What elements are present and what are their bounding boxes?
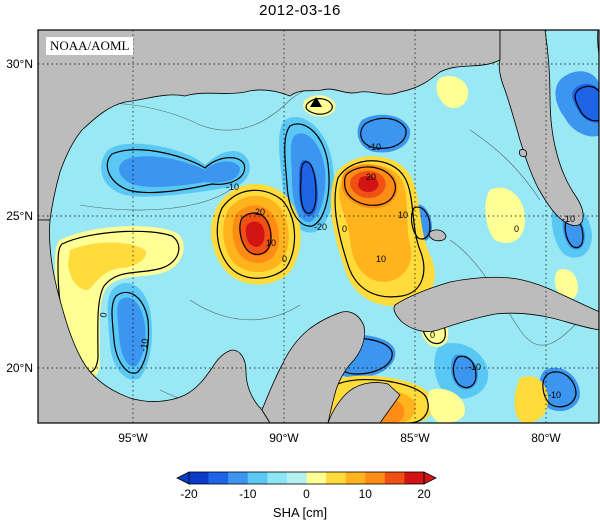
lon-label-90: 90°W: [269, 431, 299, 445]
longitude-labels: 95°W 90°W 85°W 80°W: [118, 431, 561, 445]
colorbar-tick-label: 20: [417, 487, 431, 501]
colorbar-tick-label: -10: [239, 487, 257, 501]
lat-label-30: 30°N: [6, 57, 33, 71]
colorbar-swatch: [228, 472, 249, 484]
land: [38, 30, 599, 423]
contour-label: 0: [282, 254, 287, 264]
lon-label-95: 95°W: [118, 431, 148, 445]
lat-label-25: 25°N: [6, 209, 33, 223]
contour-label: -10: [368, 142, 381, 152]
colorbar-swatch: [404, 472, 425, 484]
colorbar-swatch: [189, 472, 209, 484]
contour-label: 0: [430, 330, 435, 340]
colorbar-swatch: [384, 472, 405, 484]
contour-label: -20: [314, 222, 327, 232]
station-marker-icon: [310, 97, 322, 107]
credit-label: NOAA/AOML: [46, 37, 134, 55]
colorbar-swatch: [208, 472, 229, 484]
contour-label: -10: [562, 214, 575, 224]
colorbar-swatch: [306, 472, 327, 484]
graticule: [38, 30, 599, 423]
colorbar: -20 -10 0 10 20: [176, 471, 437, 501]
colorbar-swatch: [345, 472, 366, 484]
lat-label-20: 20°N: [6, 361, 33, 375]
colorbar-label: SHA [cm]: [272, 505, 328, 520]
colorbar-extend-low: [176, 471, 190, 485]
contour-label: 10: [398, 210, 408, 220]
contour-lines: [57, 85, 599, 423]
colorbar-swatch: [365, 472, 386, 484]
lon-label-80: 80°W: [531, 431, 561, 445]
contour-label: -10: [548, 390, 561, 400]
colorbar-swatch: [267, 472, 288, 484]
colorbar-tick-label: 10: [359, 487, 373, 501]
colorbar-extend-high: [423, 471, 437, 485]
contour-label: 0: [342, 224, 347, 234]
colorbar-swatch: [326, 472, 346, 484]
contour-labels: -10 0 -10 0 10 20 -20 0 20 10 -10 10 -10…: [98, 142, 575, 400]
colorbar-tick-label: -20: [180, 487, 198, 501]
contour-label: -10: [468, 362, 481, 372]
contour-label: 20: [255, 207, 265, 217]
contour-label: 20: [366, 172, 376, 182]
lon-label-85: 85°W: [400, 431, 430, 445]
map-title: 2012-03-16: [259, 2, 341, 19]
latitude-labels: 30°N 25°N 20°N: [6, 57, 33, 375]
contour-label: -10: [138, 338, 150, 353]
contour-label: 0: [514, 224, 519, 234]
colorbar-swatch: [286, 472, 307, 484]
colorbar-tick-label: 0: [303, 487, 310, 501]
contour-label: 0: [98, 312, 109, 319]
map-frame: [37, 29, 600, 424]
contour-label: 10: [376, 254, 386, 264]
colorbar-swatch: [247, 472, 268, 484]
contour-label: -10: [226, 182, 239, 192]
contour-label: 10: [266, 238, 276, 248]
